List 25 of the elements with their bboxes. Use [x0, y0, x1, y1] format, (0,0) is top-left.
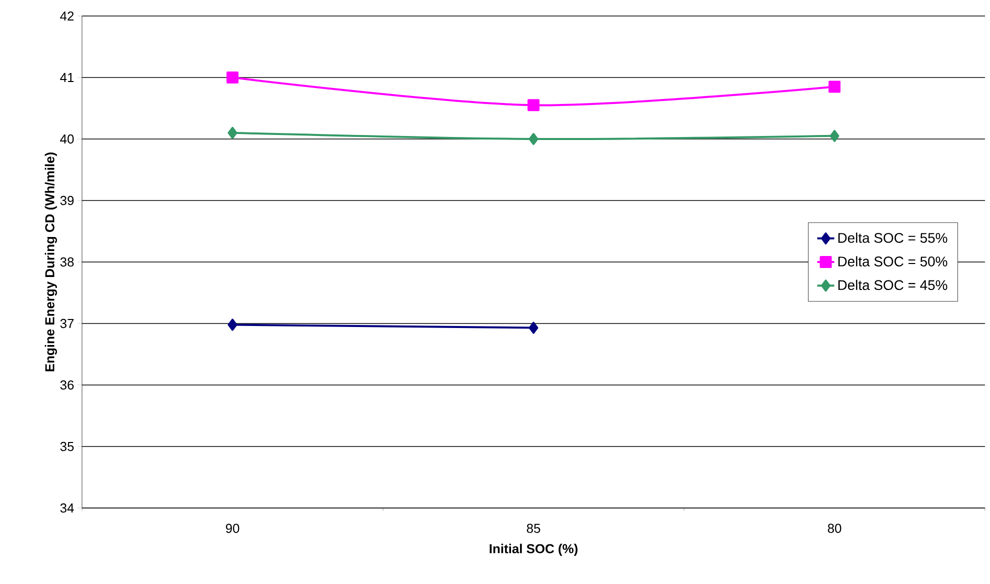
x-tick-label: 85	[526, 524, 540, 533]
point	[528, 133, 538, 146]
point	[830, 130, 840, 142]
legend-label: Delta SOC = 55%	[838, 232, 948, 243]
point	[226, 72, 239, 84]
y-tick-label: 38	[60, 257, 74, 267]
y-tick-label: 36	[60, 380, 74, 390]
y-tick-label: 41	[60, 73, 74, 82]
x-axis-title: Initial SOC (%)	[490, 544, 578, 556]
y-tick-label: 37	[60, 318, 74, 328]
point	[228, 318, 238, 331]
y-tick-label: 39	[60, 196, 74, 206]
x-tick-label: 80	[828, 524, 842, 533]
x-tick-label: 90	[226, 524, 240, 533]
y-axis-title: Engine Energy During CD (Wh/mile)	[44, 152, 57, 372]
y-tick-label: 35	[60, 442, 74, 452]
y-tick-label: 40	[60, 134, 74, 144]
y-tick-label: 42	[60, 11, 74, 21]
y-tick-label: 34	[60, 503, 74, 513]
point	[828, 80, 841, 93]
point	[228, 126, 238, 139]
legend-label: Delta SOC = 50%	[838, 256, 948, 266]
point	[528, 322, 538, 334]
point	[528, 99, 540, 112]
legend-label: Delta SOC = 45%	[838, 280, 948, 290]
